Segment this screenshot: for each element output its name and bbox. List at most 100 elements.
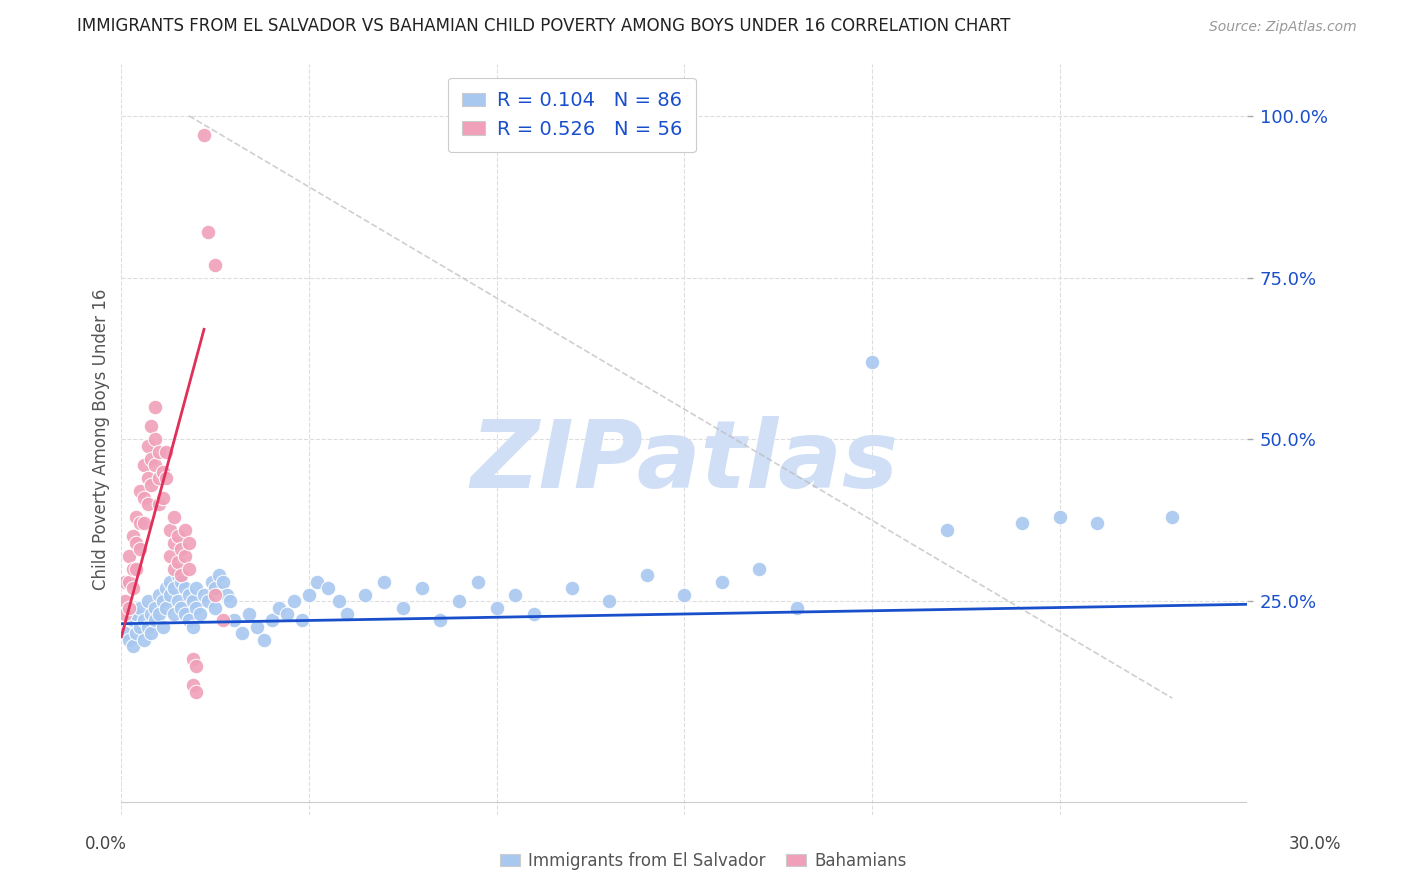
Point [141, 477, 163, 491]
Point [152, 594, 174, 608]
Point [129, 620, 152, 634]
Point [181, 620, 204, 634]
Point [143, 600, 166, 615]
Point [523, 607, 546, 621]
Point [166, 529, 188, 543]
Point [118, 549, 141, 563]
Point [253, 632, 276, 647]
Point [177, 614, 200, 628]
Point [121, 614, 143, 628]
Point [193, 128, 215, 143]
Point [392, 600, 415, 615]
Point [125, 562, 148, 576]
Point [132, 491, 155, 505]
Point [114, 574, 136, 589]
Point [316, 581, 339, 595]
Point [136, 497, 159, 511]
Point [170, 574, 193, 589]
Point [141, 419, 163, 434]
Point [222, 614, 245, 628]
Point [129, 516, 152, 531]
Point [186, 658, 208, 673]
Point [673, 588, 696, 602]
Point [181, 678, 204, 692]
Point [118, 632, 141, 647]
Point [267, 600, 290, 615]
Point [170, 600, 193, 615]
Point [155, 445, 177, 459]
Point [125, 536, 148, 550]
Point [174, 549, 197, 563]
Point [136, 594, 159, 608]
Point [467, 574, 489, 589]
Point [174, 523, 197, 537]
Point [193, 588, 215, 602]
Point [598, 594, 620, 608]
Point [238, 607, 260, 621]
Point [197, 594, 219, 608]
Point [166, 555, 188, 569]
Point [636, 568, 658, 582]
Point [136, 471, 159, 485]
Point [114, 594, 136, 608]
Point [290, 614, 312, 628]
Text: 0.0%: 0.0% [84, 835, 127, 853]
Point [245, 620, 267, 634]
Point [231, 626, 253, 640]
Point [114, 626, 136, 640]
Point [155, 600, 177, 615]
Point [136, 439, 159, 453]
Point [132, 516, 155, 531]
Point [148, 497, 170, 511]
Point [174, 581, 197, 595]
Point [125, 626, 148, 640]
Point [188, 607, 211, 621]
Point [155, 581, 177, 595]
Point [936, 523, 959, 537]
Point [166, 594, 188, 608]
Point [786, 600, 808, 615]
Point [204, 258, 226, 272]
Point [181, 652, 204, 666]
Point [155, 471, 177, 485]
Point [114, 607, 136, 621]
Point [132, 632, 155, 647]
Point [174, 607, 197, 621]
Point [143, 458, 166, 473]
Y-axis label: Child Poverty Among Boys Under 16: Child Poverty Among Boys Under 16 [93, 289, 110, 590]
Point [121, 640, 143, 654]
Text: Source: ZipAtlas.com: Source: ZipAtlas.com [1209, 21, 1357, 34]
Point [170, 542, 193, 557]
Point [159, 523, 181, 537]
Point [148, 471, 170, 485]
Point [177, 562, 200, 576]
Point [129, 484, 152, 499]
Point [121, 581, 143, 595]
Point [159, 588, 181, 602]
Point [215, 588, 238, 602]
Point [197, 225, 219, 239]
Point [411, 581, 433, 595]
Point [429, 614, 451, 628]
Point [485, 600, 508, 615]
Point [125, 510, 148, 524]
Point [298, 588, 321, 602]
Point [141, 607, 163, 621]
Legend: Immigrants from El Salvador, Bahamians: Immigrants from El Salvador, Bahamians [494, 846, 912, 877]
Point [143, 614, 166, 628]
Point [163, 581, 186, 595]
Point [143, 433, 166, 447]
Point [219, 594, 242, 608]
Point [159, 574, 181, 589]
Point [181, 594, 204, 608]
Point [204, 581, 226, 595]
Point [283, 594, 305, 608]
Point [328, 594, 350, 608]
Point [141, 626, 163, 640]
Text: ZIPatlas: ZIPatlas [470, 416, 898, 508]
Point [148, 607, 170, 621]
Point [152, 491, 174, 505]
Point [204, 588, 226, 602]
Point [118, 574, 141, 589]
Point [204, 600, 226, 615]
